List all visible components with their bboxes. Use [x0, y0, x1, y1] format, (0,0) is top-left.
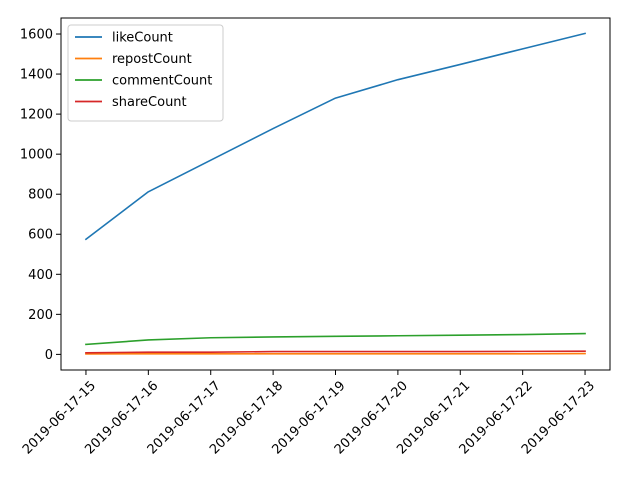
y-tick-label: 1400 — [20, 68, 53, 83]
series-line-likeCount — [84, 32, 587, 241]
y-tick-label: 1600 — [20, 28, 53, 43]
legend-label: repostCount — [112, 52, 192, 67]
y-tick-label: 400 — [28, 268, 53, 283]
legend-label: likeCount — [112, 31, 173, 46]
y-tick-label: 800 — [28, 188, 53, 203]
plot-lines — [84, 32, 587, 355]
legend-label: commentCount — [112, 74, 212, 89]
y-axis: 0 200 400 600 800 1000 1200 1400 1600 — [20, 28, 61, 363]
y-tick-label: 0 — [45, 348, 53, 363]
legend: likeCount repostCount commentCount shareCou… — [67, 24, 224, 122]
x-axis: 2019-06-17-152019-06-17-162019-06-17-172… — [20, 370, 598, 457]
y-tick-label: 1000 — [20, 148, 53, 163]
y-tick-label: 1200 — [20, 108, 53, 123]
y-tick-label: 200 — [28, 308, 53, 323]
series-line-commentCount — [85, 332, 586, 346]
y-tick-label: 600 — [28, 228, 53, 243]
series-line-shareCount — [85, 350, 586, 354]
legend-label: shareCount — [112, 95, 187, 110]
legend-box — [67, 24, 224, 122]
